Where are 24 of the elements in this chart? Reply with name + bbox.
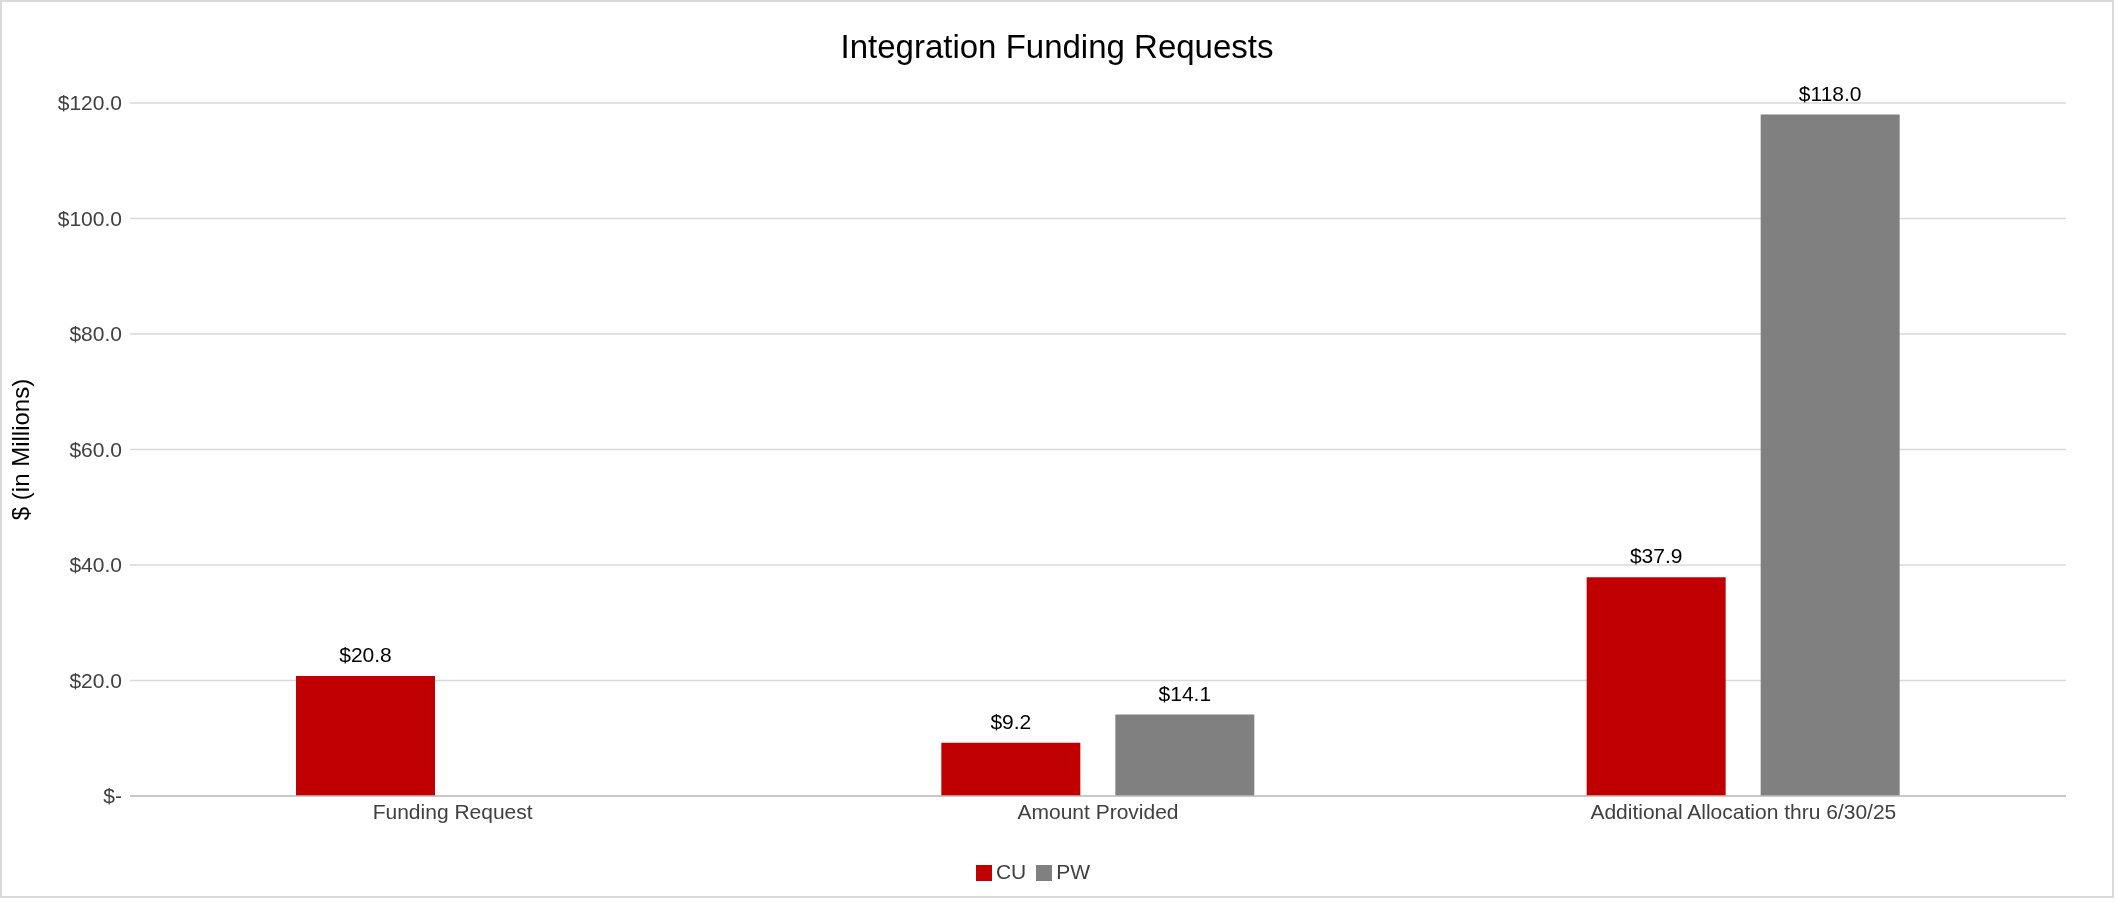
data-label: $118.0 (1798, 81, 1862, 105)
legend-label: CU (995, 860, 1027, 883)
chart-title: Integration Funding Requests (839, 28, 1275, 66)
y-tick-label: $80.0 (69, 322, 122, 346)
y-tick-label: $120.0 (57, 91, 122, 115)
bar (941, 742, 1081, 796)
y-tick-label: $40.0 (69, 553, 122, 577)
y-tick-label: $- (103, 784, 122, 808)
bar (1760, 114, 1900, 796)
bar (1586, 577, 1726, 796)
y-tick-label: $100.0 (57, 206, 122, 230)
data-label: $20.8 (339, 642, 392, 666)
x-tick-label: Additional Allocation thru 6/30/25 (1590, 799, 1897, 823)
x-tick-label: Amount Provided (1017, 799, 1179, 823)
y-tick-label: $20.0 (69, 668, 122, 692)
data-label: $9.2 (990, 709, 1032, 733)
legend-label: PW (1056, 860, 1091, 883)
y-tick-label: $60.0 (69, 437, 122, 461)
bar (1115, 714, 1255, 796)
data-label: $14.1 (1158, 681, 1212, 705)
y-axis-title: $ (in Millions) (6, 378, 34, 521)
data-label: $37.9 (1629, 544, 1683, 568)
bar (296, 675, 435, 796)
x-tick-label: Funding Request (372, 799, 533, 823)
